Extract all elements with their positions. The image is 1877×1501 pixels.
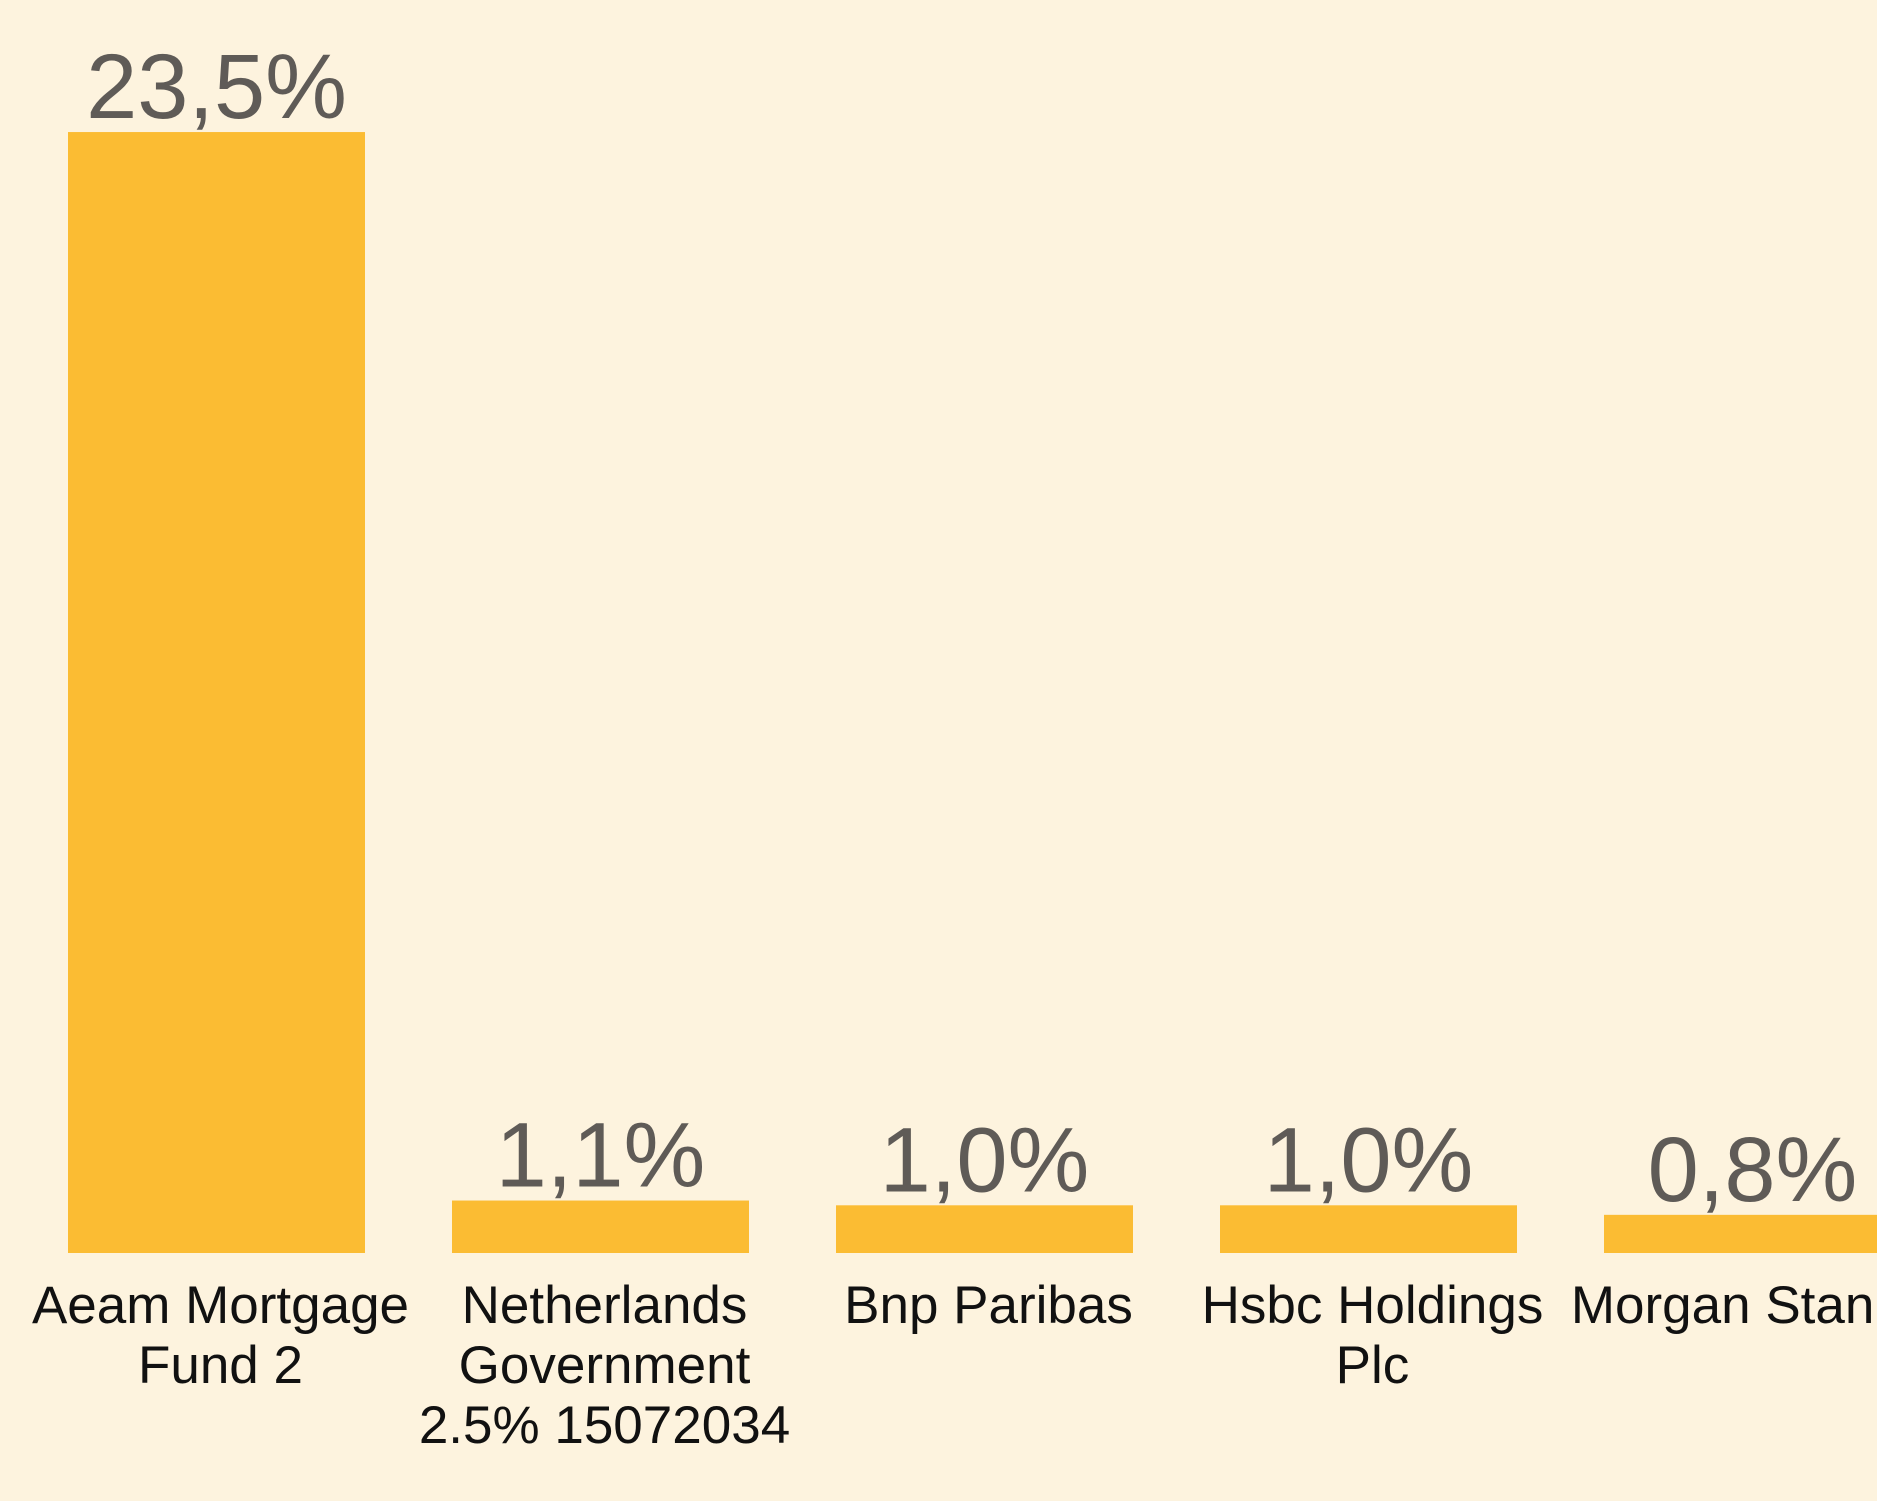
bar [836,1205,1133,1253]
bar [1220,1205,1517,1253]
value-label: 1,0% [880,1109,1090,1211]
value-label: 1,1% [496,1105,706,1207]
category-label: Bnp Paribas [844,1276,1133,1335]
value-label: 1,0% [1264,1109,1474,1211]
value-label: 23,5% [86,36,347,138]
bar [1604,1214,1877,1253]
value-label: 0,8% [1648,1119,1858,1221]
category-label: Hsbc Holdings Plc [1201,1276,1544,1395]
category-label: Aeam Mortgage Fund 2 [31,1276,410,1395]
bar [452,1200,749,1253]
bar [68,132,365,1253]
category-label: Netherlands Government 2.5% 15072034 [418,1276,791,1455]
category-label: Morgan Stanley [1570,1276,1877,1335]
